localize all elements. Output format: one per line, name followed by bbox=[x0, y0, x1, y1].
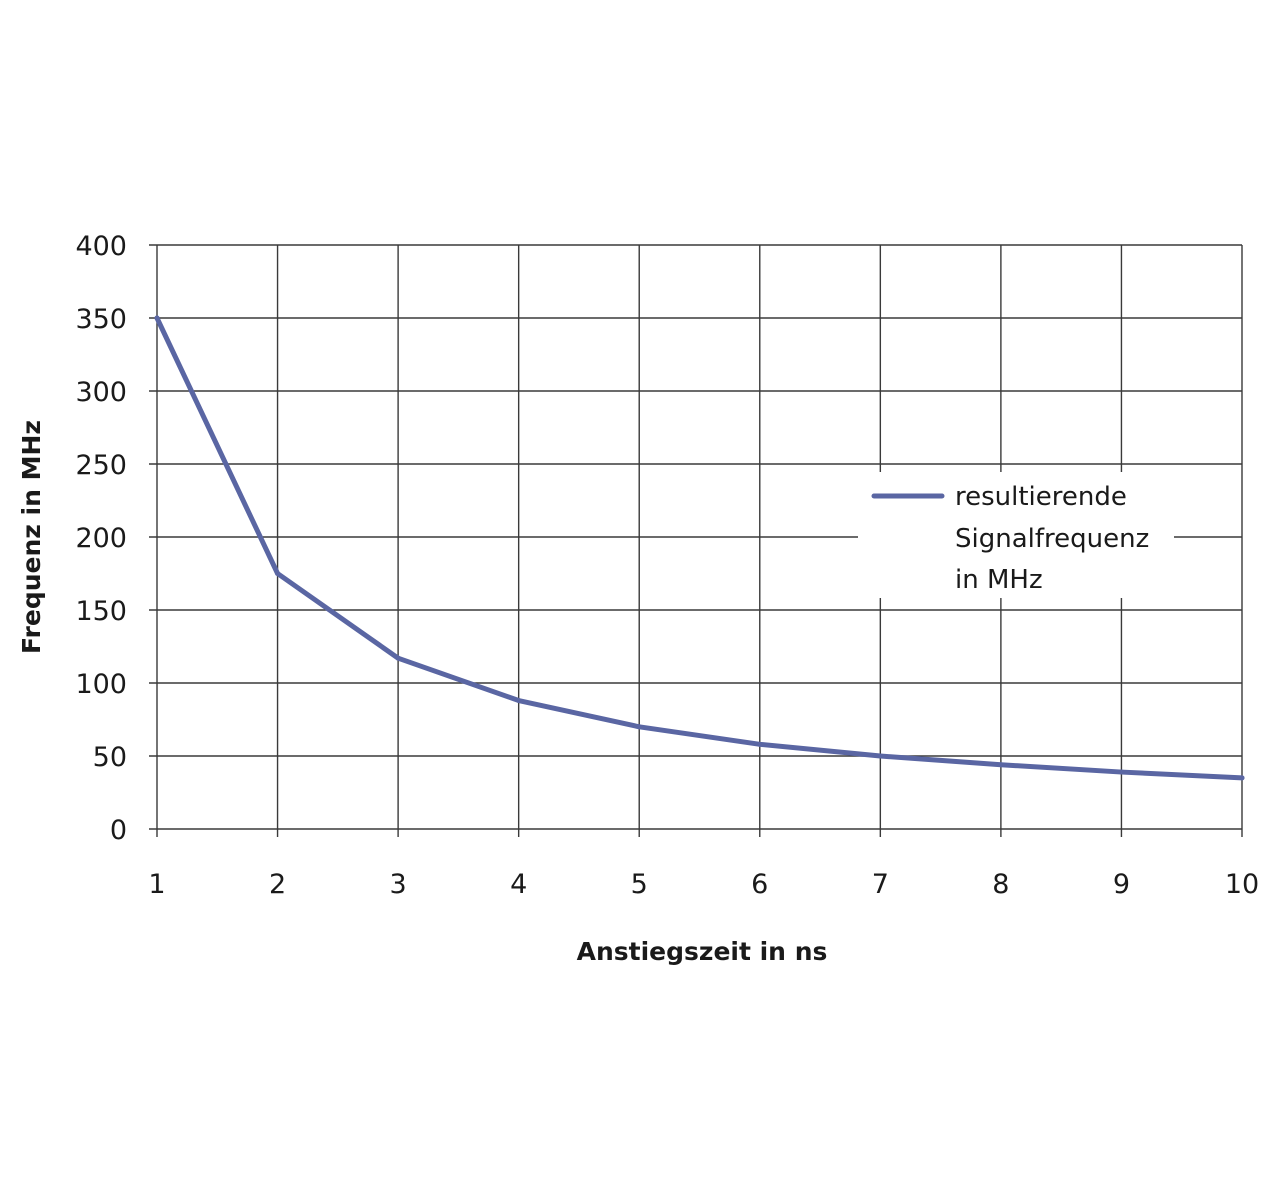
data-point bbox=[757, 741, 763, 747]
y-tick-label: 400 bbox=[75, 231, 127, 262]
y-tick-label: 100 bbox=[75, 669, 127, 700]
x-axis-ticks: 1 2 3 4 5 6 7 8 9 10 bbox=[148, 869, 1259, 900]
x-tick-label: 6 bbox=[751, 869, 768, 900]
series-layer bbox=[154, 315, 1245, 781]
legend-line-3: in MHz bbox=[955, 565, 1043, 595]
x-tick-label: 7 bbox=[872, 869, 889, 900]
x-tick-label: 8 bbox=[992, 869, 1009, 900]
y-axis-ticks: 0 50 100 150 200 250 300 350 400 bbox=[75, 231, 127, 846]
y-tick-label: 300 bbox=[75, 377, 127, 408]
x-tick-label: 1 bbox=[148, 869, 165, 900]
data-point bbox=[516, 698, 522, 704]
data-point bbox=[275, 571, 281, 576]
x-tick-label: 9 bbox=[1113, 869, 1130, 900]
legend: resultierende Signalfrequenz in MHz bbox=[858, 472, 1174, 598]
x-tick-label: 2 bbox=[269, 869, 286, 900]
y-tick-label: 0 bbox=[110, 815, 127, 846]
data-point bbox=[636, 724, 642, 730]
x-tick-label: 3 bbox=[390, 869, 407, 900]
data-point bbox=[395, 655, 401, 661]
legend-line-2: Signalfrequenz bbox=[955, 524, 1149, 554]
data-point bbox=[1118, 769, 1124, 775]
y-axis-title: Frequenz in MHz bbox=[17, 420, 46, 654]
y-tick-label: 250 bbox=[75, 450, 127, 481]
x-tick-label: 10 bbox=[1225, 869, 1259, 900]
data-point bbox=[998, 762, 1004, 768]
legend-background bbox=[858, 472, 1174, 598]
data-point bbox=[154, 315, 160, 321]
data-point bbox=[877, 753, 883, 759]
y-tick-label: 50 bbox=[93, 742, 127, 773]
y-tick-label: 150 bbox=[75, 596, 127, 627]
y-tick-label: 350 bbox=[75, 304, 127, 335]
y-tick-label: 200 bbox=[75, 523, 127, 554]
x-axis-title: Anstiegszeit in ns bbox=[577, 937, 828, 966]
x-tick-label: 4 bbox=[510, 869, 527, 900]
legend-line-1: resultierende bbox=[955, 482, 1127, 512]
data-point bbox=[1239, 775, 1245, 781]
x-tick-label: 5 bbox=[631, 869, 648, 900]
series-line bbox=[154, 315, 1245, 781]
